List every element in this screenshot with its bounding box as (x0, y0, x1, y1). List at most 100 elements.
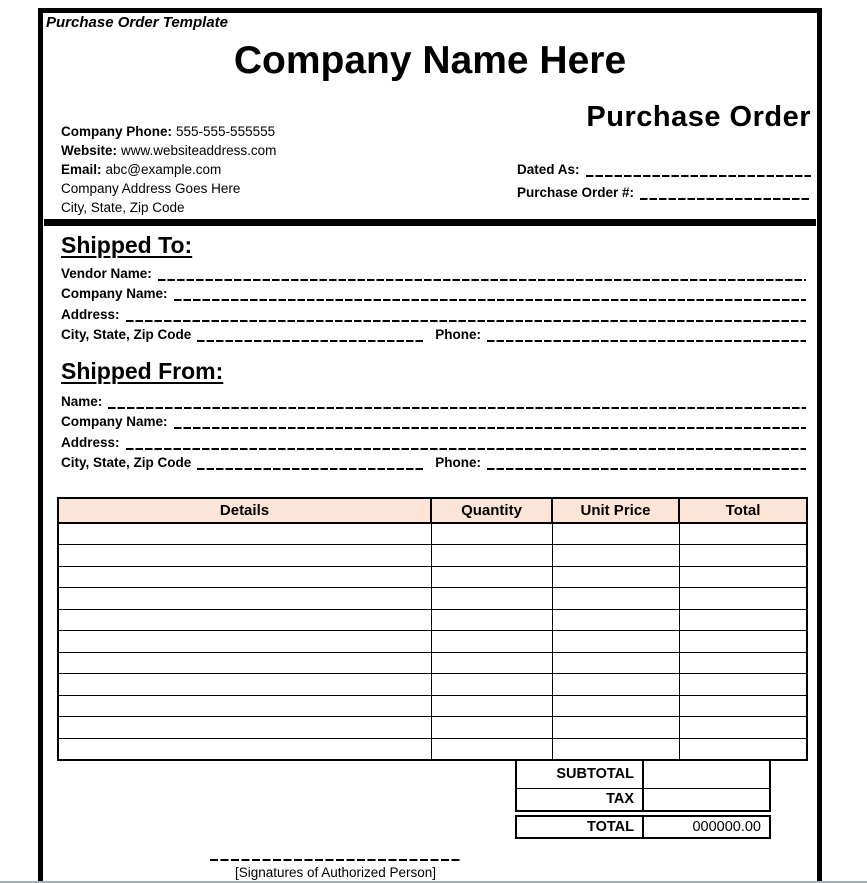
unit-price-cell[interactable] (551, 737, 680, 760)
total-cell[interactable] (678, 694, 808, 717)
to-city-field[interactable] (197, 340, 426, 342)
quantity-cell[interactable] (430, 565, 553, 588)
company-phone-value: 555-555-555555 (176, 124, 276, 139)
from-phone-field[interactable] (487, 468, 806, 470)
website-line: Website: www.websiteaddress.com (61, 141, 276, 160)
totals-summary: SUBTOTAL TAX TOTAL 000000.00 (515, 760, 771, 839)
details-cell[interactable] (57, 694, 432, 717)
from-address-label: Address: (61, 434, 120, 450)
line-items-table: Details Quantity Unit Price Total (57, 497, 808, 761)
details-cell[interactable] (57, 651, 432, 674)
unit-price-cell[interactable] (551, 630, 680, 653)
total-cell[interactable] (678, 651, 808, 674)
details-cell[interactable] (57, 522, 432, 545)
unit-price-cell[interactable] (551, 651, 680, 674)
details-cell[interactable] (57, 608, 432, 631)
total-cell[interactable] (678, 544, 808, 567)
from-city-phone-row: City, State, Zip Code Phone: (61, 452, 806, 473)
total-cell[interactable] (678, 587, 808, 610)
details-cell[interactable] (57, 544, 432, 567)
to-phone-field[interactable] (487, 340, 806, 342)
unit-price-cell[interactable] (551, 673, 680, 696)
company-info-block: Company Phone: 555-555-555555 Website: www… (61, 122, 276, 217)
tax-label: TAX (517, 788, 644, 810)
from-phone-label: Phone: (435, 455, 482, 470)
quantity-cell[interactable] (430, 522, 553, 545)
company-phone-line: Company Phone: 555-555-555555 (61, 122, 276, 141)
from-address-field[interactable] (125, 447, 806, 450)
email-line: Email: abc@example.com (61, 160, 276, 179)
to-company-name-field[interactable] (173, 299, 806, 301)
quantity-cell[interactable] (430, 587, 553, 610)
template-title: Purchase Order Template (46, 14, 229, 31)
dated-as-label: Dated As: (517, 162, 580, 177)
total-cell[interactable] (678, 522, 808, 545)
dated-as-field[interactable] (585, 175, 811, 177)
section-divider (44, 219, 816, 226)
shipped-from-heading: Shipped From: (61, 358, 224, 384)
table-header-row: Details Quantity Unit Price Total (57, 497, 808, 524)
total-cell[interactable] (678, 608, 808, 631)
from-company-name-row: Company Name: (61, 411, 806, 432)
total-cell[interactable] (678, 737, 808, 760)
to-city-label: City, State, Zip Code (61, 327, 192, 342)
company-city-line: City, State, Zip Code (61, 198, 276, 217)
quantity-cell[interactable] (430, 651, 553, 674)
from-name-field[interactable] (108, 406, 806, 409)
to-phone-label: Phone: (435, 327, 482, 342)
total-cell[interactable] (678, 716, 808, 739)
unit-price-cell[interactable] (551, 522, 680, 545)
quantity-cell[interactable] (430, 673, 553, 696)
unit-price-cell[interactable] (551, 587, 680, 610)
unit-price-cell[interactable] (551, 565, 680, 588)
vendor-name-row: Vendor Name: (61, 262, 806, 283)
po-number-field[interactable] (640, 198, 811, 200)
quantity-cell[interactable] (430, 737, 553, 760)
table-row (57, 544, 808, 567)
vendor-name-label: Vendor Name: (61, 265, 152, 281)
to-company-name-row: Company Name: (61, 283, 806, 304)
table-row (57, 716, 808, 739)
total-cell[interactable] (678, 630, 808, 653)
unit-price-cell[interactable] (551, 608, 680, 631)
quantity-cell[interactable] (430, 608, 553, 631)
to-address-field[interactable] (125, 319, 806, 322)
shipped-to-section: Shipped To: Vendor Name: Company Name: A… (61, 226, 806, 344)
po-number-row: Purchase Order #: (517, 181, 811, 202)
table-row (57, 630, 808, 653)
from-city-label: City, State, Zip Code (61, 455, 192, 470)
details-cell[interactable] (57, 673, 432, 696)
table-row (57, 673, 808, 696)
details-cell[interactable] (57, 630, 432, 653)
total-cell[interactable] (678, 673, 808, 696)
to-city-phone-row: City, State, Zip Code Phone: (61, 324, 806, 345)
quantity-cell[interactable] (430, 716, 553, 739)
from-company-name-field[interactable] (173, 427, 806, 429)
total-cell[interactable] (678, 565, 808, 588)
quantity-column-header: Quantity (430, 497, 553, 524)
signature-block: [Signatures of Authorized Person] (188, 859, 483, 881)
vendor-name-field[interactable] (157, 278, 806, 281)
subtotal-row: SUBTOTAL (517, 760, 769, 788)
details-cell[interactable] (57, 587, 432, 610)
from-city-field[interactable] (197, 468, 426, 470)
total-value[interactable]: 000000.00 (692, 818, 761, 835)
unit-price-cell[interactable] (551, 694, 680, 717)
table-row (57, 694, 808, 717)
header-info-row: Company Phone: 555-555-555555 Website: www… (43, 98, 817, 217)
to-address-row: Address: (61, 303, 806, 324)
unit-price-column-header: Unit Price (551, 497, 680, 524)
details-cell[interactable] (57, 565, 432, 588)
from-name-label: Name: (61, 393, 103, 409)
details-cell[interactable] (57, 716, 432, 739)
quantity-cell[interactable] (430, 630, 553, 653)
table-row (57, 522, 808, 545)
website-label: Website: (61, 143, 118, 158)
signature-field[interactable] (210, 859, 461, 861)
quantity-cell[interactable] (430, 544, 553, 567)
details-cell[interactable] (57, 737, 432, 760)
quantity-cell[interactable] (430, 694, 553, 717)
unit-price-cell[interactable] (551, 716, 680, 739)
signature-caption: [Signatures of Authorized Person] (234, 865, 437, 880)
unit-price-cell[interactable] (551, 544, 680, 567)
